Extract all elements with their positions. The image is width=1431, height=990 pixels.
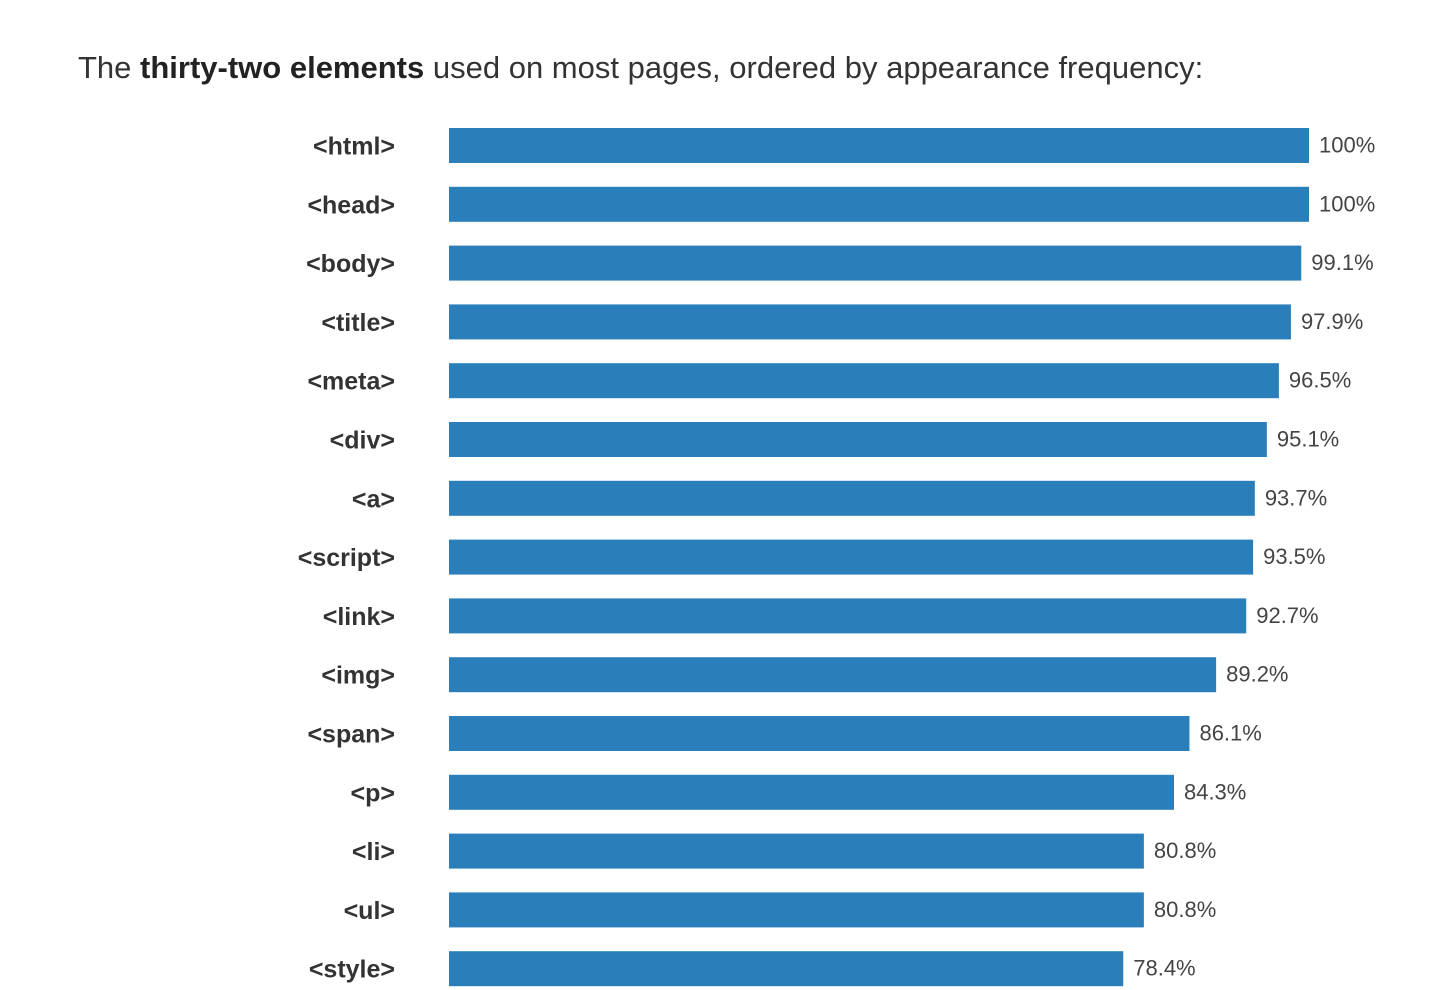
category-label: <img> — [321, 662, 395, 690]
bar-row: <img> 89.2% — [321, 657, 1289, 693]
bar-row: <script> 93.5% — [298, 539, 1325, 575]
category-label: <span> — [307, 721, 395, 749]
value-label: 97.9% — [1301, 309, 1363, 334]
value-label: 96.5% — [1289, 368, 1351, 393]
bar — [449, 716, 1190, 751]
bar — [449, 363, 1279, 399]
value-label: 80.8% — [1154, 838, 1216, 863]
value-label: 84.3% — [1184, 779, 1246, 804]
category-label: <p> — [351, 779, 395, 807]
bar — [449, 186, 1309, 222]
bar — [449, 657, 1217, 693]
category-label: <link> — [323, 603, 395, 631]
bar-row: <p> 84.3% — [351, 774, 1246, 810]
bar — [449, 480, 1255, 516]
bar-row: <head> 100% — [307, 186, 1375, 222]
value-label: 100% — [1319, 191, 1375, 216]
value-label: 99.1% — [1311, 250, 1373, 275]
bar-row: <body> 99.1% — [306, 245, 1374, 281]
value-label: 93.5% — [1263, 544, 1325, 569]
value-label: 95.1% — [1277, 427, 1339, 452]
heading-suffix: used on most pages, ordered by appearanc… — [424, 50, 1204, 85]
value-label: 89.2% — [1226, 662, 1288, 687]
bar — [449, 892, 1144, 928]
bar-row: <li> 80.8% — [352, 833, 1216, 869]
value-label: 78.4% — [1133, 956, 1195, 981]
bar-row: <title> 97.9% — [321, 304, 1363, 340]
bar-row: <style> 78.4% — [309, 951, 1196, 987]
value-label: 93.7% — [1265, 485, 1327, 510]
value-label: 86.1% — [1199, 721, 1261, 746]
category-label: <li> — [352, 838, 395, 866]
bar-row: <html> 100% — [313, 128, 1375, 163]
bar — [449, 539, 1254, 575]
value-label: 80.8% — [1154, 897, 1216, 922]
category-label: <body> — [306, 250, 395, 278]
bar — [449, 245, 1302, 281]
bar — [449, 951, 1124, 987]
value-label: 100% — [1319, 133, 1375, 158]
bar — [449, 304, 1291, 340]
bar-row: <link> 92.7% — [323, 598, 1319, 634]
category-label: <meta> — [307, 368, 395, 396]
category-label: <html> — [313, 133, 395, 161]
value-label: 92.7% — [1256, 603, 1318, 628]
category-label: <head> — [307, 191, 395, 219]
bar-row: <a> 93.7% — [352, 480, 1327, 516]
heading-emphasis: thirty-two elements — [140, 50, 425, 85]
bar — [449, 833, 1144, 869]
bar — [449, 422, 1267, 457]
category-label: <a> — [352, 485, 395, 513]
bar — [449, 128, 1309, 163]
bar — [449, 598, 1247, 634]
category-label: <script> — [298, 544, 395, 572]
heading-prefix: The — [78, 50, 141, 85]
category-label: <div> — [330, 427, 395, 455]
bar-row: <div> 95.1% — [330, 422, 1339, 457]
bar-row: <meta> 96.5% — [307, 363, 1351, 399]
chart-heading: The thirty-two elements used on most pag… — [78, 48, 1203, 88]
bar-row: <ul> 80.8% — [344, 892, 1216, 928]
category-label: <ul> — [344, 897, 395, 925]
bar — [449, 774, 1174, 810]
bar-row: <span> 86.1% — [307, 716, 1262, 751]
category-label: <title> — [321, 309, 395, 337]
category-label: <style> — [309, 956, 395, 984]
